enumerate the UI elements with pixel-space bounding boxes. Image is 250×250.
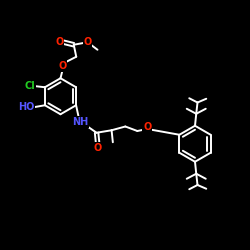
Text: O: O [94, 143, 102, 153]
Text: NH: NH [72, 117, 88, 127]
Text: Cl: Cl [24, 81, 35, 91]
Text: O: O [143, 122, 152, 132]
Text: O: O [55, 37, 64, 47]
Text: O: O [84, 37, 92, 47]
Text: HO: HO [18, 102, 34, 112]
Text: O: O [58, 61, 66, 71]
